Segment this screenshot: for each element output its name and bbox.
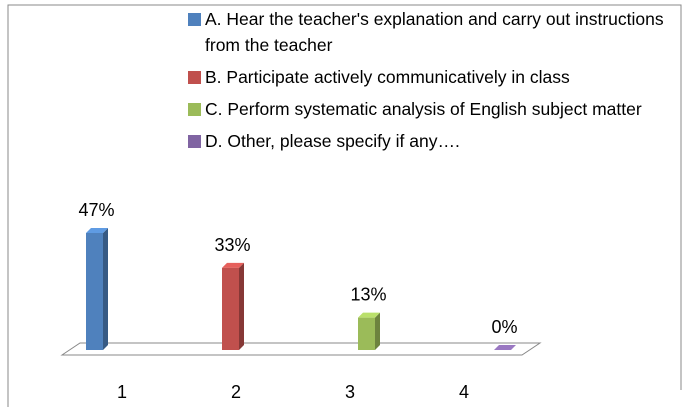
bar bbox=[222, 267, 239, 350]
bar-side bbox=[375, 312, 380, 350]
legend-label: A. Hear the teacher's explanation and ca… bbox=[205, 9, 664, 55]
chart-border bbox=[7, 4, 682, 407]
bar-top bbox=[494, 345, 516, 350]
x-tick-label: 1 bbox=[117, 382, 127, 402]
x-tick-label: 4 bbox=[459, 382, 469, 402]
bar-top bbox=[358, 312, 380, 318]
floor bbox=[60, 342, 542, 356]
legend-entry: D. Other, please specify if any…. bbox=[188, 128, 666, 154]
legend-label: B. Participate actively communicatively … bbox=[205, 67, 570, 87]
data-label: 13% bbox=[350, 285, 386, 305]
x-tick-label: 2 bbox=[231, 382, 241, 402]
legend-swatch bbox=[188, 135, 201, 148]
bar-side bbox=[103, 228, 108, 350]
bar bbox=[86, 233, 103, 350]
legend-entry: B. Participate actively communicatively … bbox=[188, 64, 666, 90]
bar bbox=[358, 317, 375, 350]
legend-swatch bbox=[188, 71, 201, 84]
data-label: 47% bbox=[78, 200, 114, 220]
legend-swatch bbox=[188, 13, 201, 26]
legend-entry: A. Hear the teacher's explanation and ca… bbox=[188, 6, 666, 58]
legend: A. Hear the teacher's explanation and ca… bbox=[188, 6, 666, 160]
x-tick-label: 3 bbox=[345, 382, 355, 402]
data-label: 0% bbox=[491, 317, 517, 337]
bar-top bbox=[222, 262, 244, 268]
legend-label: C. Perform systematic analysis of Englis… bbox=[205, 99, 642, 119]
legend-swatch bbox=[188, 103, 201, 116]
bar-side bbox=[239, 262, 244, 350]
legend-entry: C. Perform systematic analysis of Englis… bbox=[188, 96, 666, 122]
legend-label: D. Other, please specify if any…. bbox=[205, 131, 460, 151]
data-label: 33% bbox=[214, 235, 250, 255]
bar-top bbox=[86, 228, 108, 233]
